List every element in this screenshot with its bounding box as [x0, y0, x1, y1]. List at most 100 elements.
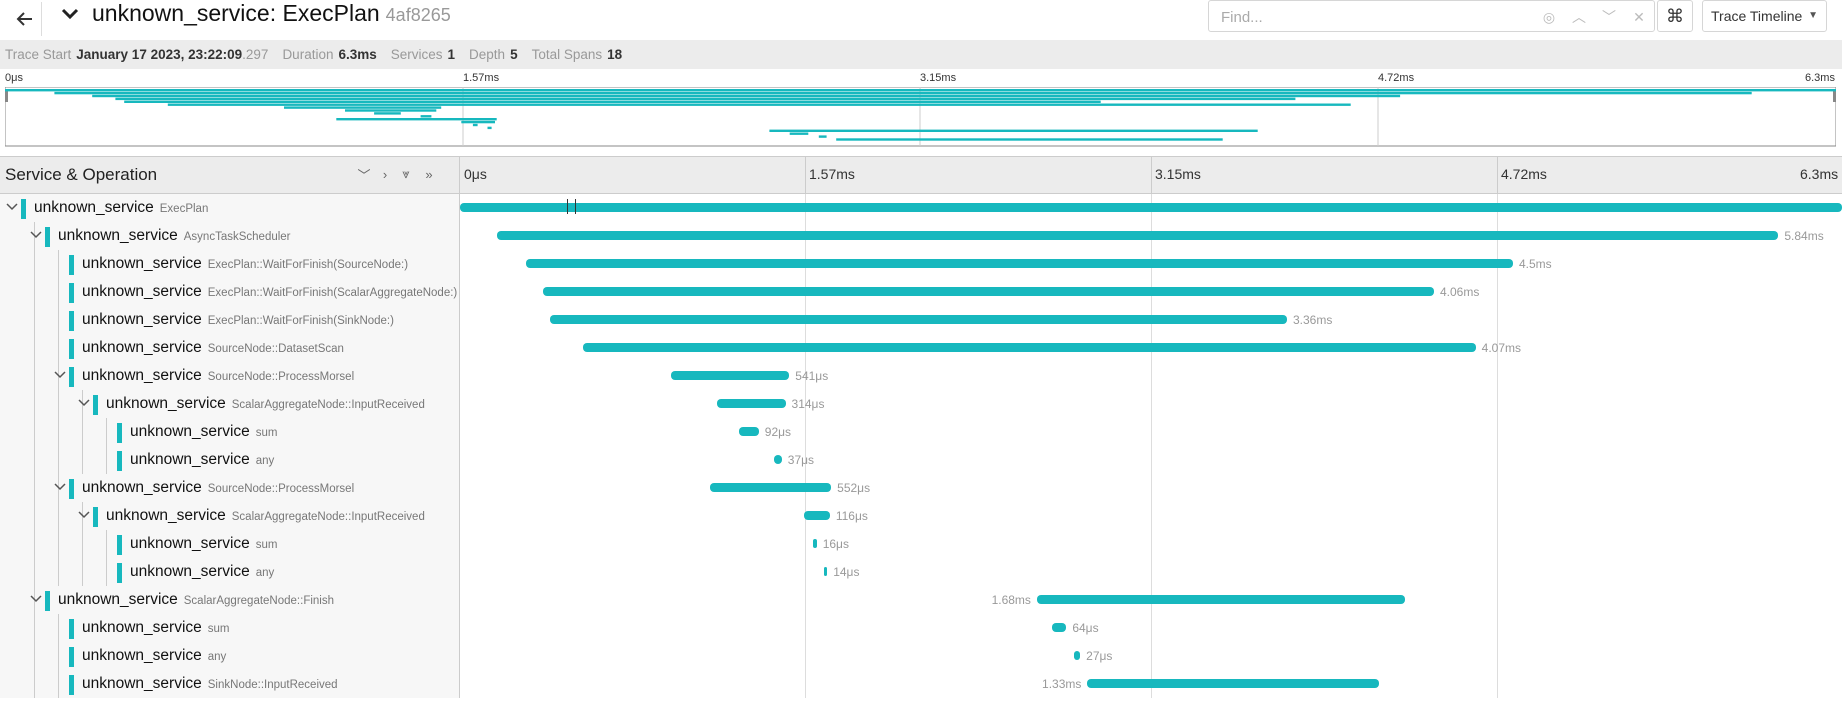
- span-bar[interactable]: [773, 455, 782, 464]
- span-name-cell[interactable]: unknown_service ScalarAggregateNode::Inpu…: [0, 390, 459, 418]
- span-bar[interactable]: [710, 483, 832, 492]
- span-row[interactable]: unknown_service sum 92μs: [0, 418, 1842, 446]
- span-row[interactable]: unknown_service AsyncTaskScheduler 5.84ms: [0, 222, 1842, 250]
- span-bar[interactable]: [549, 315, 1287, 324]
- span-name-cell[interactable]: unknown_service SourceNode::DatasetScan: [0, 334, 459, 362]
- span-label[interactable]: unknown_service SourceNode::ProcessMorsel: [82, 479, 354, 497]
- trace-start-ms: .297: [242, 47, 269, 62]
- chevron-down-icon[interactable]: [29, 228, 43, 242]
- span-name-cell[interactable]: unknown_service any: [0, 446, 459, 474]
- span-label[interactable]: unknown_service ScalarAggregateNode::Inpu…: [106, 507, 425, 525]
- expand-all-icon[interactable]: »: [425, 166, 433, 182]
- span-row[interactable]: unknown_service SourceNode::DatasetScan 4.…: [0, 334, 1842, 362]
- collapse-all-icon[interactable]: ⩔: [402, 166, 410, 181]
- span-name-cell[interactable]: unknown_service ScalarAggregateNode::Inpu…: [0, 502, 459, 530]
- chevron-down-icon[interactable]: [77, 508, 91, 522]
- span-row[interactable]: unknown_service ExecPlan::WaitForFinish(S…: [0, 250, 1842, 278]
- chevron-up-icon[interactable]: ︿: [1572, 9, 1586, 25]
- span-name-cell[interactable]: unknown_service ExecPlan: [0, 194, 459, 222]
- span-bar[interactable]: [543, 287, 1434, 296]
- span-row[interactable]: unknown_service SourceNode::ProcessMorsel…: [0, 474, 1842, 502]
- span-name-cell[interactable]: unknown_service SourceNode::ProcessMorsel: [0, 474, 459, 502]
- chevron-down-icon[interactable]: [53, 368, 67, 382]
- span-bar[interactable]: [460, 203, 1842, 212]
- column-divider: [459, 418, 460, 446]
- span-row[interactable]: unknown_service sum 16μs: [0, 530, 1842, 558]
- span-name-cell[interactable]: unknown_service sum: [0, 614, 459, 642]
- span-row[interactable]: unknown_service any 37μs: [0, 446, 1842, 474]
- span-name-cell[interactable]: unknown_service sum: [0, 418, 459, 446]
- span-name-cell[interactable]: unknown_service ScalarAggregateNode::Fini…: [0, 586, 459, 614]
- span-label[interactable]: unknown_service ExecPlan::WaitForFinish(S…: [82, 283, 457, 301]
- span-bar[interactable]: [582, 343, 1476, 352]
- log-marker[interactable]: [567, 199, 568, 214]
- span-row[interactable]: unknown_service SinkNode::InputReceived 1.…: [0, 670, 1842, 698]
- span-row[interactable]: unknown_service ExecPlan: [0, 194, 1842, 222]
- span-name-cell[interactable]: unknown_service any: [0, 558, 459, 586]
- span-row[interactable]: unknown_service ExecPlan::WaitForFinish(S…: [0, 278, 1842, 306]
- span-label[interactable]: unknown_service ScalarAggregateNode::Inpu…: [106, 395, 425, 413]
- keyboard-shortcuts-button[interactable]: ⌘: [1657, 0, 1693, 32]
- span-label[interactable]: unknown_service any: [130, 451, 274, 469]
- span-name-cell[interactable]: unknown_service SourceNode::ProcessMorsel: [0, 362, 459, 390]
- span-row[interactable]: unknown_service any 14μs: [0, 558, 1842, 586]
- span-name-cell[interactable]: unknown_service ExecPlan::WaitForFinish(S…: [0, 306, 459, 334]
- span-label[interactable]: unknown_service SourceNode::ProcessMorsel: [82, 367, 354, 385]
- span-bar[interactable]: [738, 427, 759, 436]
- span-name-cell[interactable]: unknown_service SinkNode::InputReceived: [0, 670, 459, 698]
- span-row[interactable]: unknown_service sum 64μs: [0, 614, 1842, 642]
- span-label[interactable]: unknown_service any: [82, 647, 226, 665]
- span-bar[interactable]: [1052, 623, 1067, 632]
- span-bar[interactable]: [525, 259, 1513, 268]
- service-name: unknown_service: [82, 675, 202, 692]
- chevron-down-icon[interactable]: [53, 480, 67, 494]
- span-bar[interactable]: [716, 399, 786, 408]
- chevron-down-small-icon[interactable]: ﹀: [1602, 9, 1616, 25]
- back-button[interactable]: [8, 2, 42, 36]
- span-row[interactable]: unknown_service any 27μs: [0, 642, 1842, 670]
- span-row[interactable]: unknown_service ExecPlan::WaitForFinish(S…: [0, 306, 1842, 334]
- span-label[interactable]: unknown_service any: [130, 563, 274, 581]
- span-label[interactable]: unknown_service sum: [82, 619, 230, 637]
- span-name-cell[interactable]: unknown_service ExecPlan::WaitForFinish(S…: [0, 250, 459, 278]
- span-label[interactable]: unknown_service ExecPlan::WaitForFinish(S…: [82, 255, 408, 273]
- span-label[interactable]: unknown_service AsyncTaskScheduler: [58, 227, 291, 245]
- span-bar[interactable]: [497, 231, 1779, 240]
- chevron-down-icon[interactable]: [77, 396, 91, 410]
- span-label[interactable]: unknown_service ExecPlan::WaitForFinish(S…: [82, 311, 394, 329]
- span-bar[interactable]: [1074, 651, 1081, 660]
- expand-one-icon[interactable]: ›: [382, 166, 388, 182]
- locate-icon[interactable]: ◎: [1542, 8, 1556, 25]
- chevron-down-icon[interactable]: [29, 592, 43, 606]
- span-row[interactable]: unknown_service ScalarAggregateNode::Fini…: [0, 586, 1842, 614]
- span-label[interactable]: unknown_service SourceNode::DatasetScan: [82, 339, 344, 357]
- span-label[interactable]: unknown_service ScalarAggregateNode::Fini…: [58, 591, 334, 609]
- span-name-cell[interactable]: unknown_service any: [0, 642, 459, 670]
- span-label[interactable]: unknown_service ExecPlan: [34, 199, 208, 217]
- span-bar[interactable]: [804, 511, 830, 520]
- span-bar[interactable]: [670, 371, 790, 380]
- span-row[interactable]: unknown_service SourceNode::ProcessMorsel…: [0, 362, 1842, 390]
- span-row[interactable]: unknown_service ScalarAggregateNode::Inpu…: [0, 502, 1842, 530]
- span-name-cell[interactable]: unknown_service sum: [0, 530, 459, 558]
- find-input[interactable]: [1219, 8, 1479, 27]
- collapse-one-icon[interactable]: ﹀: [357, 167, 371, 183]
- span-label[interactable]: unknown_service sum: [130, 535, 278, 553]
- span-label[interactable]: unknown_service sum: [130, 423, 278, 441]
- span-label[interactable]: unknown_service SinkNode::InputReceived: [82, 675, 338, 693]
- span-duration: 27μs: [1086, 649, 1113, 663]
- log-marker[interactable]: [575, 199, 576, 214]
- close-icon[interactable]: ✕: [1633, 8, 1645, 25]
- span-bar[interactable]: [1036, 595, 1406, 604]
- span-name-cell[interactable]: unknown_service AsyncTaskScheduler: [0, 222, 459, 250]
- span-name-cell[interactable]: unknown_service ExecPlan::WaitForFinish(S…: [0, 278, 459, 306]
- chevron-down-icon[interactable]: [5, 200, 19, 214]
- span-row[interactable]: unknown_service ScalarAggregateNode::Inpu…: [0, 390, 1842, 418]
- span-bar[interactable]: [1087, 679, 1380, 688]
- collapse-trace-button[interactable]: [60, 4, 82, 26]
- view-select[interactable]: Trace Timeline ▼: [1702, 0, 1827, 32]
- span-bar[interactable]: [824, 567, 828, 576]
- trace-minimap[interactable]: 0μs 1.57ms 3.15ms 4.72ms 6.3ms: [0, 69, 1842, 147]
- column-divider[interactable]: [459, 157, 460, 195]
- span-bar[interactable]: [813, 539, 817, 548]
